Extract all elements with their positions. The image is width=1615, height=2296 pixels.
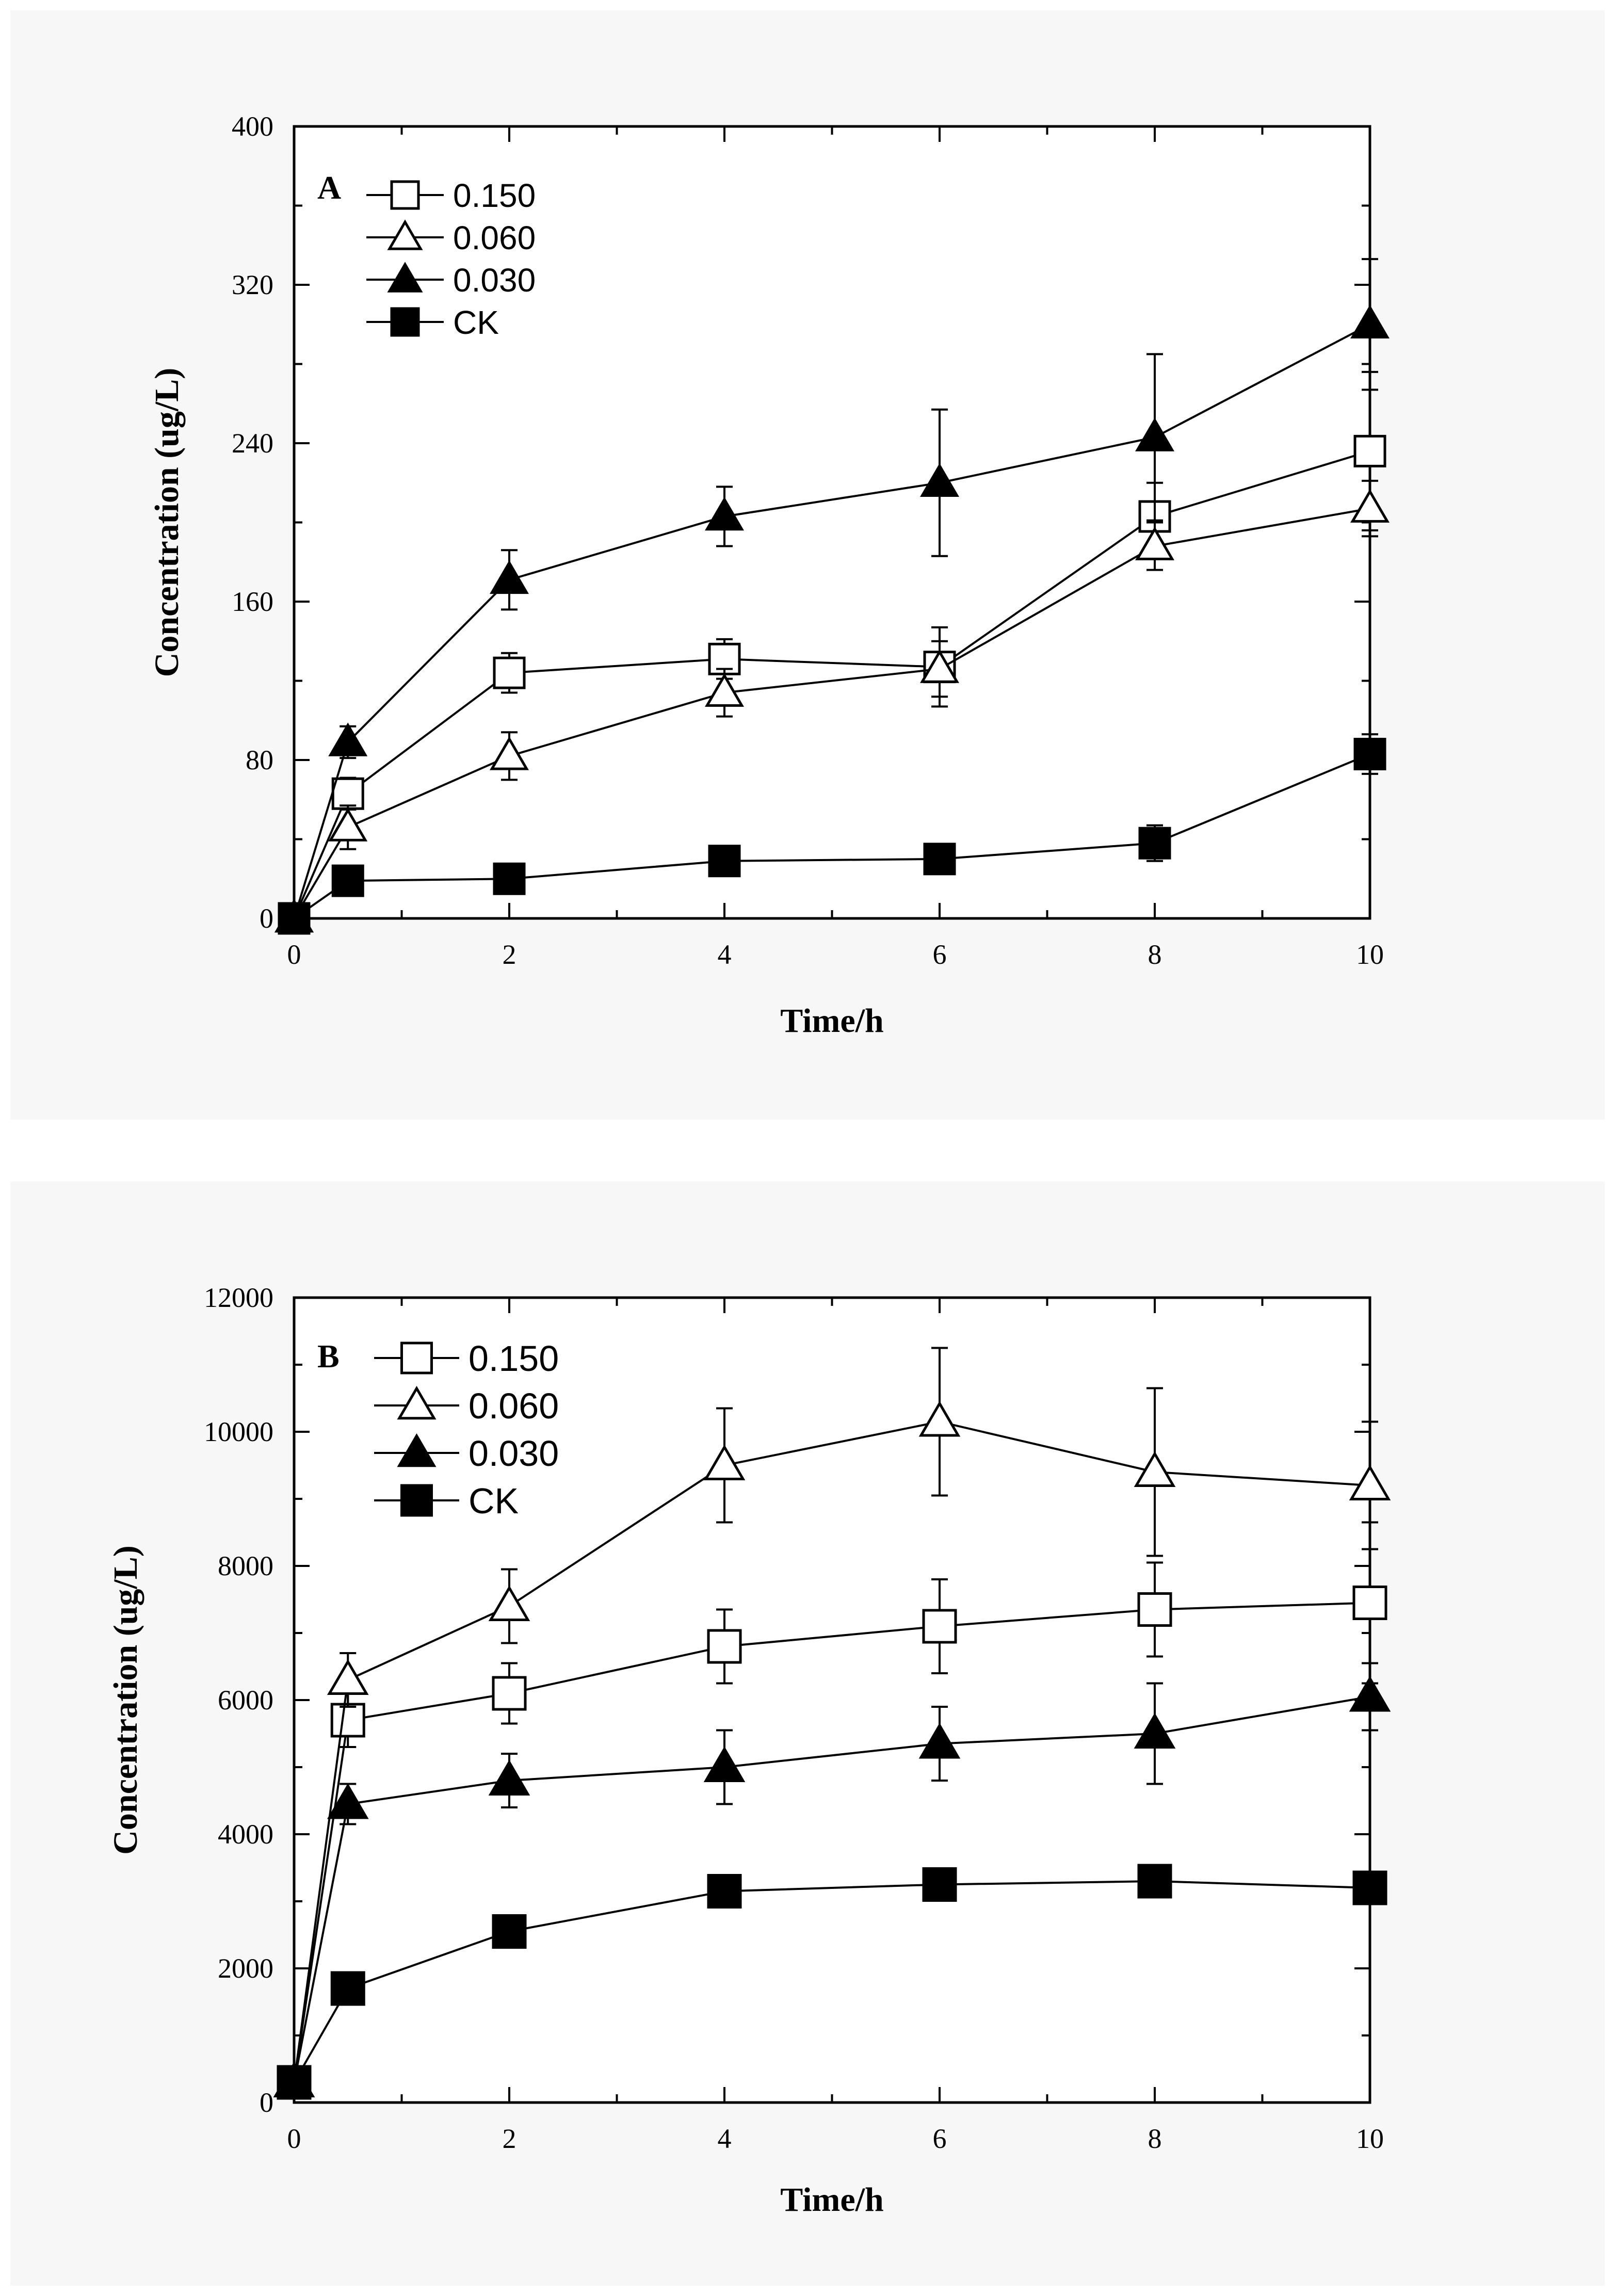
panel-a-y-tick-label: 400 [232, 111, 273, 142]
panel-a-letter: A [317, 169, 341, 206]
panel-b-legend-label: CK [469, 1481, 519, 1521]
panel-a-legend-label: 0.060 [453, 219, 536, 256]
panel-b-legend-marker [397, 1385, 437, 1420]
panel-a-legend-label: 0.030 [453, 262, 536, 299]
panel-b-series-0_030-point [918, 1723, 961, 1759]
panel-a-x-tick-label: 10 [1356, 939, 1384, 970]
panel-a-legend-label: CK [453, 304, 499, 341]
panel-a-series-CK-point [278, 902, 311, 935]
panel-b-legend-label: 0.030 [469, 1433, 559, 1474]
panel-b-y-axis-label: Concentration (ug/L) [107, 1545, 144, 1854]
panel-b-legend-label: 0.060 [469, 1386, 559, 1426]
panel-b-x-tick-label: 8 [1148, 2123, 1162, 2154]
panel-a-x-tick-label: 8 [1148, 939, 1162, 970]
panel-b-series-CK-point [1137, 1864, 1172, 1899]
panel-b-series-0_060-point [488, 1585, 530, 1622]
panel-b-series-CK-point [492, 1914, 527, 1949]
panel-b-series-0_060-point [918, 1401, 961, 1437]
panel-b-legend-marker [397, 1433, 437, 1467]
panel-b-series-CK-point [707, 1874, 742, 1909]
panel-a-series-0_030-point [705, 496, 744, 531]
panel-b-series-0_060-point [703, 1444, 746, 1481]
panel-b-legend-label: 0.150 [469, 1338, 559, 1379]
panel-a-y-tick-label: 320 [232, 269, 273, 300]
panel-b-series-0_030-point [1349, 1676, 1391, 1712]
panel-b-series-0_150-point [492, 1676, 527, 1711]
panel-a-x-tick-label: 2 [503, 939, 516, 970]
panel-b-series-0_150-point [1352, 1586, 1387, 1620]
panel-a-series-CK-point [331, 864, 364, 897]
panel-b-legend-marker [400, 1341, 433, 1375]
panel-a-y-tick-label: 0 [260, 903, 273, 934]
panel-b-y-tick-label: 0 [260, 2087, 273, 2118]
panel-b-series-CK-point [1352, 1870, 1387, 1905]
panel-a-y-tick-label: 240 [232, 428, 273, 459]
panel-a-legend-marker [387, 219, 423, 250]
panel-a-series-0_060-point [328, 807, 368, 842]
panel-a-y-axis-label: Concentration (ug/L) [148, 368, 186, 677]
panel-b-letter: B [317, 1338, 340, 1375]
panel-a-series-0_030-point [920, 463, 959, 497]
panel-a-legend-marker [390, 307, 420, 337]
panel-a-series-0_060-point [490, 736, 529, 770]
panel-a-series-0_060-point [1350, 489, 1390, 523]
panel-b-x-tick-label: 0 [287, 2123, 301, 2154]
chart-panel-a: 0 2 4 6 8 10 0 80 160 240 320 400 Time/h Concentratio… [148, 111, 1390, 1040]
panel-b-y-tick-label: 8000 [218, 1550, 273, 1581]
panel-b-series-0_060-point [327, 1659, 369, 1695]
panel-b-series-CK-point [922, 1867, 957, 1902]
panel-b-legend-marker [400, 1484, 433, 1517]
panel-b-x-tick-label: 6 [933, 2123, 947, 2154]
panel-a-legend-marker [387, 262, 423, 293]
panel-a-x-tick-label: 0 [287, 939, 301, 970]
panel-b-series-0_060-point [1349, 1464, 1391, 1501]
panel-b-series-0_150-point [1137, 1592, 1172, 1627]
panel-b-series-0_030-point [703, 1746, 746, 1783]
panel-b-series-0_150-point [330, 1703, 365, 1738]
panel-b-series-0_060-point [1134, 1451, 1176, 1487]
panel-a-series-CK-point [493, 862, 526, 895]
panel-a-series-0_030-point [490, 560, 529, 594]
panel-a-series-CK-point [1138, 827, 1171, 860]
panel-b-series-CK-point [330, 1971, 365, 2006]
panel-b-series-0_150-point [707, 1629, 742, 1664]
panel-a-series-0_030-point [1350, 304, 1390, 339]
panel-a-series-0_150-point [493, 656, 526, 689]
panel-a-series-0_150-point [331, 777, 364, 810]
panel-a-series-CK-point [1353, 737, 1386, 770]
panel-b-y-tick-label: 2000 [218, 1953, 273, 1984]
panel-a-series-0_060-point [705, 673, 744, 707]
panel-b-x-tick-label: 4 [718, 2123, 732, 2154]
panel-a-series-0_030-point [328, 722, 368, 756]
panel-b-series-0_150-point [922, 1609, 957, 1644]
panel-a-x-tick-label: 6 [933, 939, 947, 970]
panel-a-x-tick-label: 4 [718, 939, 732, 970]
panel-b-y-tick-label: 12000 [204, 1282, 273, 1313]
panel-b-y-tick-label: 6000 [218, 1685, 273, 1716]
panel-a-x-axis-label: Time/h [780, 1002, 883, 1040]
panel-a-series-0_060-point [920, 649, 959, 683]
panel-b-plot-frame [293, 1296, 1371, 2104]
panel-b-x-axis-label: Time/h [780, 2181, 883, 2219]
panel-a-legend-label: 0.150 [453, 177, 536, 214]
panel-a-series-0_030-point [1135, 417, 1174, 451]
panel-b-series-0_030-point [327, 1783, 369, 1819]
panel-a-legend-marker [390, 180, 420, 210]
panel-a-series-CK-point [923, 843, 956, 876]
panel-b-y-tick-label: 10000 [204, 1416, 273, 1447]
panel-a-y-tick-label: 160 [232, 586, 273, 617]
panel-a-series-0_060-point [1135, 526, 1174, 560]
panel-b-x-tick-label: 10 [1356, 2123, 1384, 2154]
panel-b-x-tick-label: 2 [503, 2123, 516, 2154]
panel-a-series-CK-point [708, 845, 741, 878]
panel-b-series-0_030-point [488, 1759, 530, 1796]
panel-b-series-CK-point [277, 2065, 312, 2100]
panel-b-series-0_030-point [1134, 1712, 1176, 1749]
panel-b-y-tick-label: 4000 [218, 1819, 273, 1850]
chart-panel-b: 0 2 4 6 8 10 0 2000 4000 6000 8000 10000 12000 Time/h… [107, 1282, 1391, 2219]
panel-a-plot-frame [293, 125, 1371, 920]
panel-a-y-tick-label: 80 [246, 745, 273, 775]
panel-a-series-0_150-point [1353, 434, 1386, 467]
